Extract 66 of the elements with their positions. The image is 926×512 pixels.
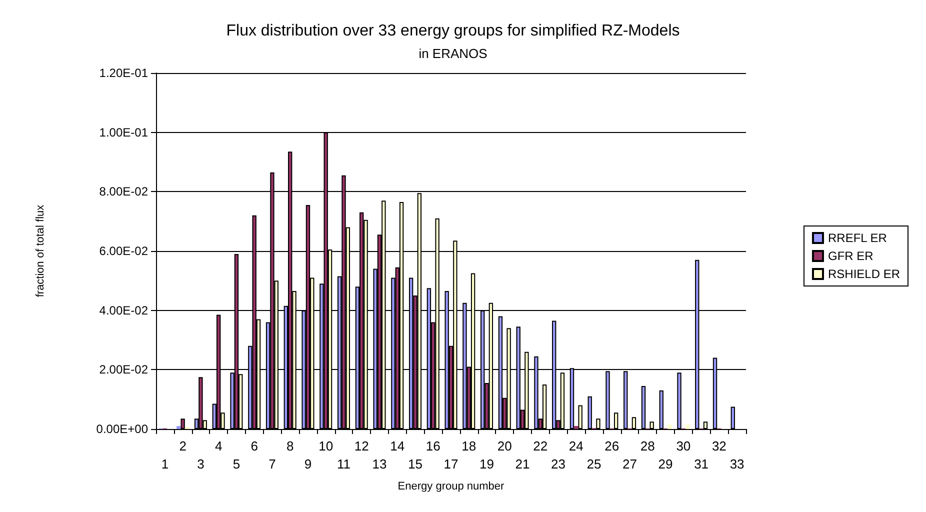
bar [632,417,636,429]
x-tick-label: 19 [480,456,494,472]
bar [578,405,582,429]
bar [668,424,672,429]
bar [641,386,646,429]
x-tick-label: 21 [515,456,530,472]
x-tick-label: 1 [161,456,169,472]
x-tick-label: 30 [676,438,691,454]
x-tick-label: 2 [179,438,186,454]
x-tick-label: 20 [497,438,512,454]
x-tick-label: 11 [336,456,350,472]
x-tick-label: 7 [268,456,276,472]
y-tick-label: 1.20E-01 [99,66,148,80]
x-tick-label: 22 [533,438,548,454]
bar [677,372,682,429]
legend-label: RSHIELD ER [828,267,900,281]
x-tick-label: 23 [551,456,566,472]
x-tick-label: 29 [658,456,673,472]
legend-label: GFR ER [828,249,874,263]
x-tick-label: 32 [712,438,726,454]
bar [198,377,203,429]
x-tick-label: 17 [444,456,458,472]
x-tick-label: 5 [232,456,240,472]
x-tick-label: 13 [372,456,387,472]
bar [730,406,735,429]
y-tick-label: 6.00E-02 [99,244,148,258]
chart-title: Flux distribution over 33 energy groups for simplified RZ-Models [226,22,680,40]
bar [596,418,600,429]
x-tick-label: 8 [286,438,294,454]
bar [686,424,690,429]
bar [574,426,578,429]
x-tick-label: 16 [426,438,440,454]
x-tick-label: 18 [462,438,476,454]
x-tick-label: 4 [214,438,222,454]
legend-label: RREFL ER [828,231,888,245]
y-tick-label: 1.00E-01 [99,125,148,140]
x-tick-label: 6 [250,438,258,454]
x-tick-label: 24 [568,438,584,454]
x-tick-label: 33 [730,456,744,472]
x-tick-label: 10 [318,438,334,454]
bar [180,418,185,429]
x-tick-label: 31 [694,456,709,472]
x-tick-label: 15 [408,456,422,472]
bar [176,426,181,429]
x-tick-label: 28 [640,438,655,454]
bar [614,412,618,429]
chart-subtitle: in ERANOS [418,46,488,61]
bar [588,396,592,429]
x-tick-label: 14 [390,438,405,454]
x-tick-label: 3 [197,456,204,472]
x-tick-label: 26 [604,438,620,454]
bar [542,384,547,429]
bar [650,422,654,429]
x-tick-label: 25 [586,456,602,472]
y-tick-label: 8.00E-02 [99,184,148,199]
y-tick-label: 2.00E-02 [99,362,148,377]
y-tick-label: 4.00E-02 [99,303,148,318]
bar [560,372,565,429]
bar [659,390,664,429]
x-axis-title: Energy group number [398,480,505,492]
y-axis-title: fraction of total flux [34,204,46,298]
y-tick-label: 0.00E+00 [96,422,148,436]
x-tick-label: 9 [304,456,312,472]
x-tick-label: 12 [354,438,369,454]
bar [703,422,708,429]
x-tick-label: 27 [622,456,638,472]
